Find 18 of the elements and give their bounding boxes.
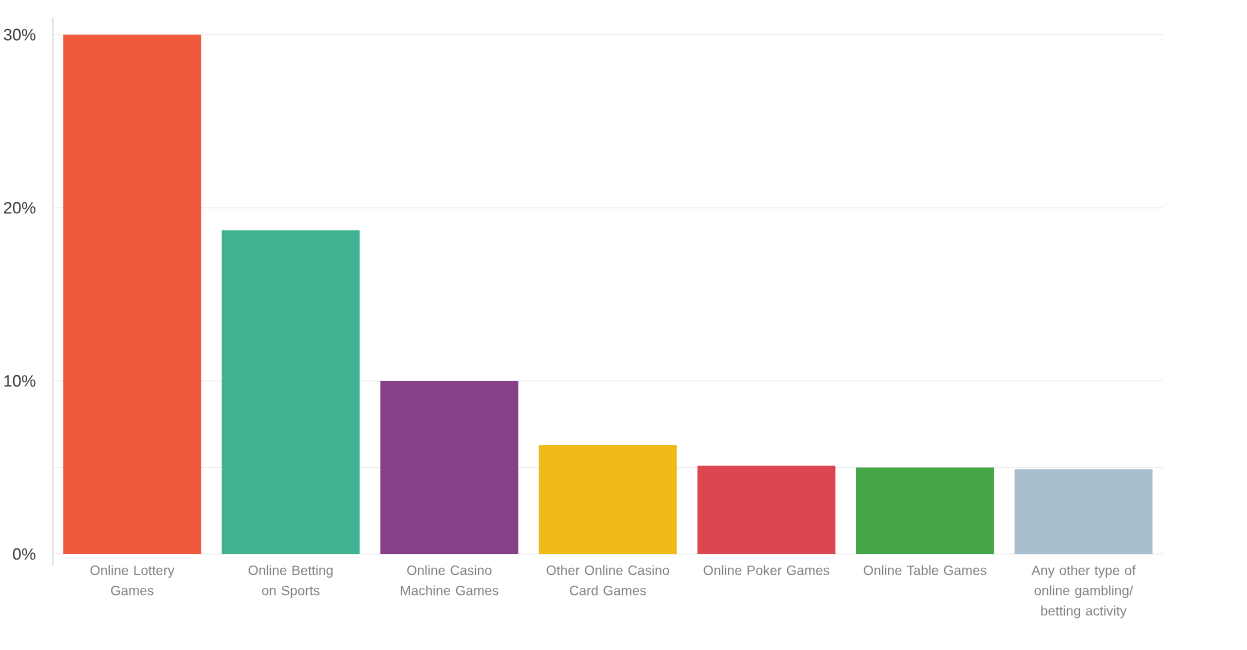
- y-tick-label: 0%: [12, 548, 36, 560]
- x-tick-label: Online Lottery Games: [90, 564, 175, 596]
- y-tick-label: 10%: [4, 374, 36, 387]
- y-tick-label: 20%: [4, 201, 36, 214]
- x-tick-label: Other Online Casino Card Games: [546, 564, 670, 596]
- y-tick-label: 30%: [3, 28, 36, 41]
- bar: [221, 230, 360, 554]
- x-tick-label: Online Poker Games: [703, 564, 830, 575]
- bar: [63, 34, 202, 554]
- x-tick-label: Online Betting on Sports: [248, 564, 333, 598]
- bar: [697, 465, 836, 554]
- bar: [856, 467, 994, 554]
- x-tick-label: Any other type of online gambling/ betting activity: [1031, 564, 1136, 618]
- x-tick-label: Online Casino Machine Games: [400, 564, 499, 596]
- x-tick-label: Online Table Games: [863, 564, 987, 575]
- bar: [380, 380, 519, 554]
- bar: [1014, 469, 1153, 554]
- bar: [538, 444, 677, 554]
